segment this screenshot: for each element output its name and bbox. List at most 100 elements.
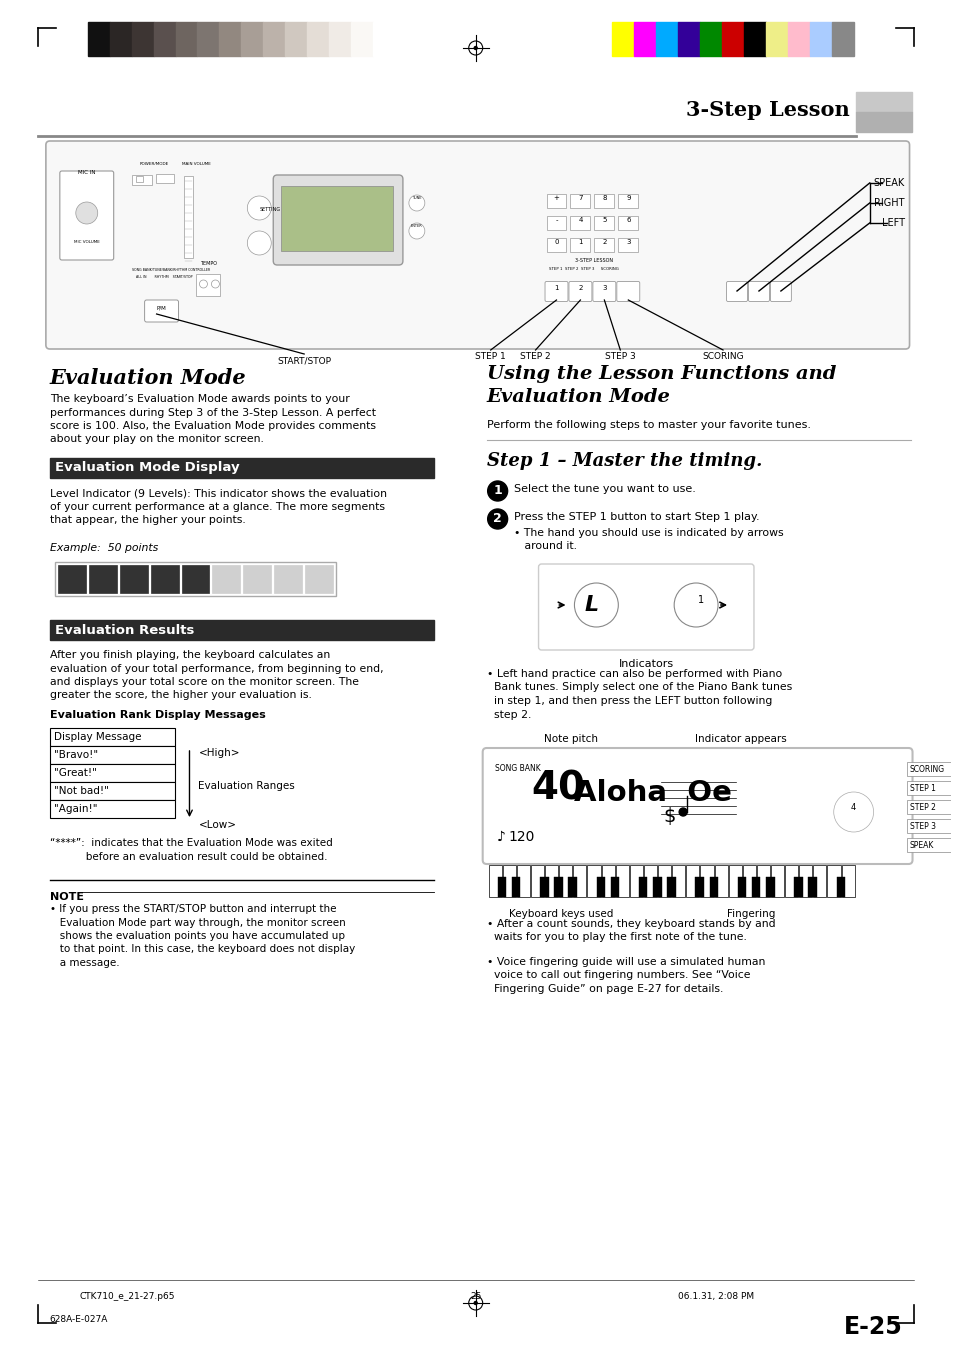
Bar bbox=[219, 22, 241, 55]
Bar bbox=[502, 865, 516, 897]
Bar bbox=[132, 22, 153, 55]
Text: Fingering Guide” on page E-27 for details.: Fingering Guide” on page E-27 for detail… bbox=[486, 984, 722, 994]
Circle shape bbox=[212, 280, 219, 288]
Bar bbox=[568, 877, 577, 897]
Bar bbox=[570, 216, 590, 230]
Bar bbox=[89, 565, 116, 593]
Text: Keyboard keys used: Keyboard keys used bbox=[509, 909, 613, 919]
Bar bbox=[666, 877, 675, 897]
Text: POWER/MODE: POWER/MODE bbox=[139, 162, 169, 166]
Text: score is 100. Also, the Evaluation Mode provides comments: score is 100. Also, the Evaluation Mode … bbox=[50, 422, 375, 431]
Text: Aloha  Oe: Aloha Oe bbox=[574, 780, 732, 807]
Bar bbox=[855, 112, 910, 132]
Text: and displays your total score on the monitor screen. The: and displays your total score on the mon… bbox=[50, 677, 358, 688]
Text: around it.: around it. bbox=[513, 540, 576, 551]
Bar bbox=[743, 22, 765, 55]
Circle shape bbox=[474, 46, 476, 50]
Text: 3-Step Lesson: 3-Step Lesson bbox=[685, 100, 849, 120]
Bar bbox=[110, 22, 132, 55]
Circle shape bbox=[487, 481, 507, 501]
Text: 2: 2 bbox=[493, 512, 501, 526]
Bar bbox=[794, 877, 801, 897]
Bar bbox=[373, 22, 395, 55]
Bar bbox=[737, 877, 745, 897]
Text: Perform the following steps to master your favorite tunes.: Perform the following steps to master yo… bbox=[486, 420, 810, 430]
Bar bbox=[831, 22, 853, 55]
Bar bbox=[50, 782, 174, 800]
Bar bbox=[809, 22, 831, 55]
Bar bbox=[765, 22, 787, 55]
Text: Example:  50 points: Example: 50 points bbox=[50, 543, 158, 553]
Text: Bank tunes. Simply select one of the Piano Bank tunes: Bank tunes. Simply select one of the Pia… bbox=[486, 682, 791, 693]
FancyBboxPatch shape bbox=[46, 141, 908, 349]
Text: SCORING: SCORING bbox=[701, 353, 743, 361]
Bar bbox=[905, 800, 953, 815]
FancyBboxPatch shape bbox=[60, 172, 113, 259]
Text: P/M: P/M bbox=[156, 305, 166, 311]
Text: ♪: ♪ bbox=[497, 830, 505, 844]
Text: "Again!": "Again!" bbox=[53, 804, 97, 815]
Bar bbox=[50, 746, 174, 765]
Bar bbox=[119, 565, 148, 593]
Bar bbox=[517, 865, 530, 897]
Bar bbox=[554, 877, 562, 897]
Text: STEP 1  STEP 2  STEP 3     SCORING: STEP 1 STEP 2 STEP 3 SCORING bbox=[548, 267, 618, 272]
Text: 2: 2 bbox=[578, 285, 582, 290]
Bar bbox=[243, 565, 271, 593]
FancyBboxPatch shape bbox=[726, 281, 747, 301]
Text: RIGHT: RIGHT bbox=[873, 199, 903, 208]
Bar bbox=[351, 22, 373, 55]
Text: 40: 40 bbox=[531, 769, 585, 807]
Circle shape bbox=[409, 195, 424, 211]
Bar bbox=[714, 865, 727, 897]
FancyBboxPatch shape bbox=[748, 281, 769, 301]
Text: Indicator appears: Indicator appears bbox=[695, 734, 786, 744]
Text: Fingering: Fingering bbox=[726, 909, 775, 919]
Bar bbox=[784, 865, 798, 897]
Bar bbox=[497, 877, 506, 897]
Bar bbox=[594, 195, 614, 208]
Text: STEP 2: STEP 2 bbox=[519, 353, 550, 361]
Text: MIC VOLUME: MIC VOLUME bbox=[73, 240, 100, 245]
Text: "Great!": "Great!" bbox=[53, 767, 96, 778]
Text: ENTER: ENTER bbox=[411, 224, 422, 228]
Bar bbox=[836, 877, 844, 897]
Bar bbox=[50, 458, 434, 478]
Text: E-25: E-25 bbox=[842, 1315, 902, 1339]
Bar bbox=[618, 216, 638, 230]
Bar bbox=[709, 877, 718, 897]
Text: Using the Lesson Functions and: Using the Lesson Functions and bbox=[486, 365, 835, 382]
Text: 1: 1 bbox=[493, 485, 501, 497]
Text: START/STOP: START/STOP bbox=[277, 357, 331, 366]
Text: 8: 8 bbox=[601, 195, 606, 201]
Bar bbox=[695, 877, 703, 897]
Text: After you finish playing, the keyboard calculates an: After you finish playing, the keyboard c… bbox=[50, 650, 330, 661]
Bar bbox=[50, 620, 434, 640]
Bar bbox=[826, 865, 840, 897]
Circle shape bbox=[833, 792, 873, 832]
Circle shape bbox=[199, 280, 207, 288]
Bar bbox=[196, 274, 220, 296]
FancyBboxPatch shape bbox=[482, 748, 912, 865]
Bar bbox=[905, 838, 953, 852]
Bar bbox=[512, 877, 520, 897]
Bar bbox=[629, 865, 642, 897]
Bar bbox=[615, 865, 628, 897]
Text: STEP 3: STEP 3 bbox=[908, 821, 935, 831]
Bar bbox=[601, 865, 614, 897]
Bar bbox=[197, 22, 219, 55]
Bar bbox=[155, 174, 173, 182]
Bar bbox=[285, 22, 307, 55]
Text: 9: 9 bbox=[625, 195, 630, 201]
Bar bbox=[672, 865, 684, 897]
Text: Level Indicator (9 Levels): This indicator shows the evaluation: Level Indicator (9 Levels): This indicat… bbox=[50, 488, 387, 499]
Bar bbox=[274, 565, 302, 593]
Text: Evaluation Results: Evaluation Results bbox=[54, 624, 194, 636]
Text: -: - bbox=[555, 218, 558, 223]
Text: 1: 1 bbox=[578, 239, 582, 245]
Text: $: $ bbox=[662, 807, 675, 825]
Circle shape bbox=[75, 203, 97, 224]
FancyBboxPatch shape bbox=[770, 281, 791, 301]
Text: 5: 5 bbox=[601, 218, 606, 223]
Circle shape bbox=[409, 223, 424, 239]
